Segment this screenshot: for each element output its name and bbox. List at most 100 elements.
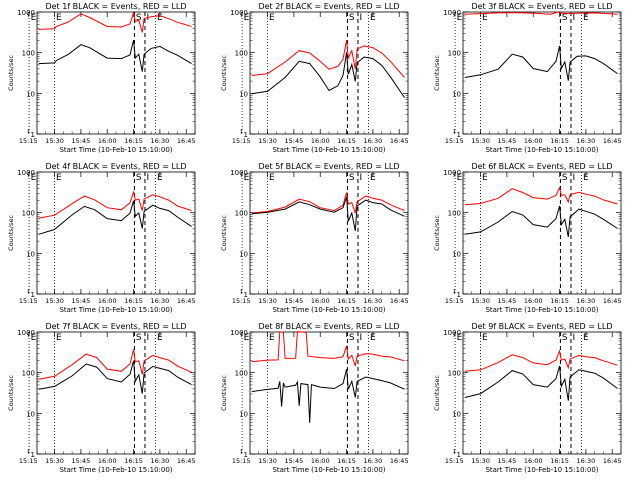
x-tick-label: 16:45	[390, 137, 409, 145]
y-tick-label: 1	[457, 291, 461, 299]
marker-label: E	[482, 333, 488, 343]
x-tick-label: 15:30	[45, 457, 64, 465]
x-tick-label: 16:00	[98, 297, 117, 305]
x-tick-label: 15:30	[45, 137, 64, 145]
y-axis-label: Counts/sec	[7, 215, 15, 251]
marker-label: E	[583, 333, 589, 343]
x-tick-label: 15:15	[445, 137, 464, 145]
y-tick-label: 1000	[443, 169, 461, 177]
x-tick-label: 15:15	[19, 137, 38, 145]
panel-title: Det 8f BLACK = Events, RED = LLD	[258, 322, 399, 331]
y-tick-label: 10	[452, 250, 461, 258]
detector-panel: Det 6f BLACK = Events, RED = LLD 1 10 100 10…	[433, 162, 622, 314]
marker-label: E	[583, 13, 589, 23]
x-tick-label: 15:30	[258, 457, 277, 465]
x-tick-label: 16:45	[390, 297, 409, 305]
marker-label: I	[359, 13, 362, 23]
marker-label: I	[359, 333, 362, 343]
x-tick-label: 16:15	[337, 457, 356, 465]
marker-label: E	[157, 333, 163, 343]
marker-label: E	[56, 173, 62, 183]
marker-label: E	[457, 333, 463, 343]
x-axis-label: Start Time (10-Feb-10 15:10:00)	[272, 146, 385, 154]
y-tick-label: 1000	[443, 9, 461, 17]
y-tick-label: 1000	[17, 329, 35, 337]
y-tick-label: 100	[235, 370, 248, 378]
y-tick-label: 100	[448, 50, 461, 58]
x-tick-label: 15:15	[232, 297, 251, 305]
y-tick-label: 100	[22, 370, 35, 378]
x-tick-label: 16:00	[98, 457, 117, 465]
x-tick-label: 16:45	[177, 457, 196, 465]
y-axis-label: Counts/sec	[7, 55, 15, 91]
x-tick-label: 16:45	[603, 457, 622, 465]
detector-panel: Det 7f BLACK = Events, RED = LLD 1 10 100 10…	[7, 322, 196, 474]
panel-title: Det 4f BLACK = Events, RED = LLD	[45, 162, 186, 171]
series-line-lld	[251, 331, 405, 367]
marker-label: E	[370, 333, 376, 343]
x-tick-label: 15:30	[471, 137, 490, 145]
marker-label: E	[157, 13, 163, 23]
x-tick-label: 16:15	[337, 137, 356, 145]
series-line-events	[251, 196, 405, 231]
x-axis-label: Start Time (10-Feb-10 15:10:00)	[272, 306, 385, 314]
y-tick-label: 100	[448, 370, 461, 378]
y-tick-label: 10	[26, 410, 35, 418]
y-tick-label: 1	[244, 291, 248, 299]
marker-label: E	[56, 13, 62, 23]
x-tick-label: 16:00	[311, 457, 330, 465]
plot-frame	[462, 331, 622, 455]
series-line-events	[464, 365, 618, 401]
marker-label: E	[31, 333, 37, 343]
series-line-events	[38, 200, 192, 235]
panel-title: Det 9f BLACK = Events, RED = LLD	[471, 322, 612, 331]
y-tick-label: 1000	[17, 169, 35, 177]
y-tick-label: 100	[22, 50, 35, 58]
x-tick-label: 15:45	[285, 137, 304, 145]
detector-panel: Det 3f BLACK = Events, RED = LLD 1 10 100 10…	[433, 2, 622, 154]
x-tick-label: 16:30	[151, 137, 170, 145]
marker-label: E	[244, 333, 250, 343]
x-tick-label: 15:45	[498, 137, 517, 145]
x-tick-label: 15:15	[445, 297, 464, 305]
detector-panel: Det 4f BLACK = Events, RED = LLD 1 10 100 10…	[7, 162, 196, 314]
x-tick-label: 15:45	[72, 297, 91, 305]
panel-title: Det 5f BLACK = Events, RED = LLD	[258, 162, 399, 171]
y-tick-label: 1	[457, 451, 461, 459]
plot-frame	[249, 171, 409, 295]
marker-label: S	[349, 173, 355, 183]
marker-label: E	[269, 173, 275, 183]
series-line-events	[38, 360, 192, 394]
x-tick-label: 15:15	[232, 137, 251, 145]
x-tick-label: 16:45	[177, 137, 196, 145]
marker-label: E	[157, 173, 163, 183]
y-axis-label: Counts/sec	[7, 375, 15, 411]
x-tick-label: 16:30	[151, 297, 170, 305]
marker-label: E	[457, 13, 463, 23]
series-line-lld	[38, 349, 192, 380]
x-tick-label: 15:45	[72, 137, 91, 145]
x-tick-label: 16:15	[550, 297, 569, 305]
plot-frame	[462, 171, 622, 295]
x-tick-label: 16:45	[603, 137, 622, 145]
x-tick-label: 16:30	[364, 137, 383, 145]
x-tick-label: 15:30	[45, 297, 64, 305]
x-axis-label: Start Time (10-Feb-10 15:10:00)	[485, 466, 598, 474]
x-axis-label: Start Time (10-Feb-10 15:10:00)	[272, 466, 385, 474]
plot-frame	[36, 331, 196, 455]
marker-label: I	[146, 333, 149, 343]
x-tick-label: 16:30	[577, 137, 596, 145]
marker-label: I	[572, 13, 575, 23]
x-axis-label: Start Time (10-Feb-10 15:10:00)	[485, 306, 598, 314]
x-tick-label: 15:45	[498, 457, 517, 465]
series-line-lld	[464, 349, 618, 372]
x-tick-label: 16:30	[577, 457, 596, 465]
y-tick-label: 1000	[230, 9, 248, 17]
y-tick-label: 1	[31, 451, 35, 459]
y-tick-label: 10	[239, 410, 248, 418]
y-tick-label: 10	[239, 90, 248, 98]
y-axis-label: Counts/sec	[433, 215, 441, 251]
x-tick-label: 15:45	[498, 297, 517, 305]
detector-panel: Det 2f BLACK = Events, RED = LLD 1 10 100 10…	[220, 2, 409, 154]
series-line-lld	[38, 12, 192, 33]
